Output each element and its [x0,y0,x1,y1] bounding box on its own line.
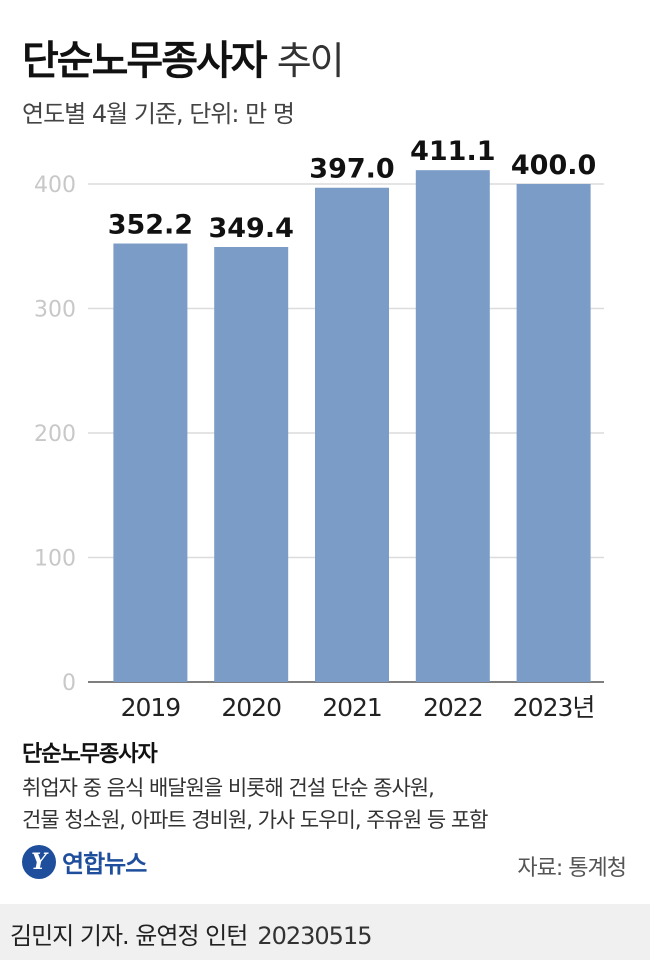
yonhap-logo: Y 연합뉴스 [22,844,147,879]
data-label: 349.4 [208,213,293,244]
data-label: 352.2 [108,210,193,241]
data-label: 411.1 [410,140,495,167]
y-tick-label: 400 [34,173,76,198]
data-label: 397.0 [309,154,394,185]
y-tick-label: 0 [62,671,76,696]
title-main: 단순노무종사자 [22,38,268,84]
footnote: 단순노무종사자 취업자 중 음식 배달원을 비롯해 건설 단순 종사원, 건물 … [22,736,488,836]
bar-2022 [415,170,490,683]
x-tick-label: 2019 [121,693,181,722]
credit-date: 20230515 [257,922,372,950]
subtitle: 연도별 4월 기준, 단위: 만 명 [22,100,295,128]
yonhap-logo-icon: Y [22,844,56,879]
credit-text: 김민지 기자. 윤연정 인턴 [10,922,248,950]
credit-bar: 김민지 기자. 윤연정 인턴 20230515 [0,904,650,960]
x-tick-label: 2023년 [513,693,595,722]
title-sub: 추이 [276,39,345,83]
footnote-line-2: 건물 청소원, 아파트 경비원, 가사 도우미, 주유원 등 포함 [22,808,488,832]
footnote-title: 단순노무종사자 [22,742,158,767]
data-label: 400.0 [511,150,596,181]
y-tick-label: 100 [34,547,76,572]
footnote-line-1: 취업자 중 음식 배달원을 비롯해 건설 단순 종사원, [22,776,435,800]
bar-2023년 [516,184,591,682]
x-tick-label: 2021 [322,693,382,722]
bar-chart: 0 100 200 300 400 352.2 2019 349.4 2020 397.0 2021… [34,140,604,722]
x-tick-label: 2020 [221,693,281,722]
bar-2019 [113,243,188,683]
y-tick-label: 200 [34,422,76,447]
credit-line: 김민지 기자. 윤연정 인턴 20230515 [10,916,372,951]
source-label: 자료: 통계청 [517,856,627,881]
x-tick-label: 2022 [423,693,483,722]
bar-2021 [315,187,389,683]
y-tick-label: 300 [34,298,76,323]
bar-2020 [214,246,289,682]
page-title: 단순노무종사자 추이 [22,28,345,86]
yonhap-logo-text: 연합뉴스 [62,850,147,878]
